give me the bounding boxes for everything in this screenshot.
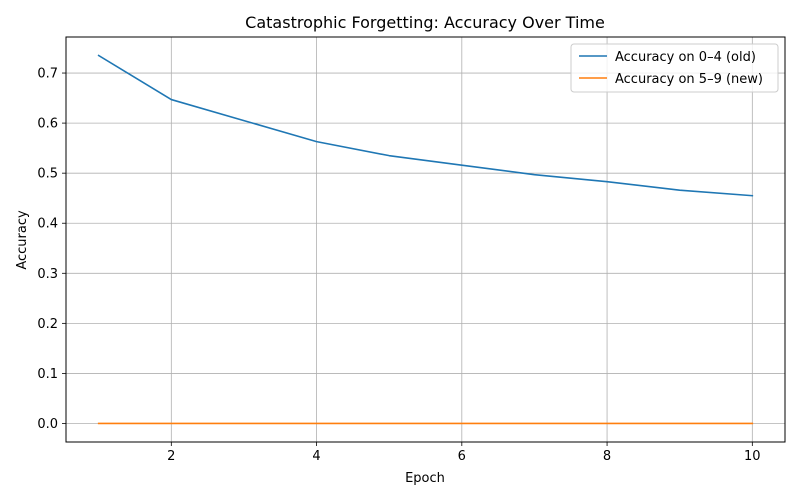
x-tick-label: 10 bbox=[744, 449, 761, 464]
y-tick-label: 0.6 bbox=[37, 117, 58, 132]
y-tick-label: 0.0 bbox=[37, 417, 58, 432]
y-tick-label: 0.1 bbox=[37, 367, 58, 382]
chart-title: Catastrophic Forgetting: Accuracy Over T… bbox=[245, 13, 605, 32]
x-axis-ticks: 2 4 6 8 10 bbox=[167, 442, 761, 464]
x-axis-label: Epoch bbox=[405, 471, 445, 486]
y-tick-label: 0.7 bbox=[37, 67, 58, 82]
y-tick-label: 0.3 bbox=[37, 267, 58, 282]
x-tick-label: 2 bbox=[167, 449, 175, 464]
y-axis-ticks: 0.0 0.1 0.2 0.3 0.4 0.5 0.6 0.7 bbox=[37, 67, 66, 432]
y-tick-label: 0.2 bbox=[37, 317, 58, 332]
series-layer bbox=[97, 54, 754, 425]
grid bbox=[66, 37, 785, 442]
x-tick-label: 6 bbox=[458, 449, 466, 464]
legend-label-new: Accuracy on 5–9 (new) bbox=[615, 72, 763, 87]
legend: Accuracy on 0–4 (old) Accuracy on 5–9 (n… bbox=[570, 43, 779, 93]
x-tick-label: 8 bbox=[603, 449, 611, 464]
y-tick-label: 0.4 bbox=[37, 217, 58, 232]
legend-box bbox=[570, 43, 779, 93]
x-tick-label: 4 bbox=[312, 449, 320, 464]
y-tick-label: 0.5 bbox=[37, 167, 58, 182]
plot-frame bbox=[65, 36, 786, 443]
legend-label-old: Accuracy on 0–4 (old) bbox=[615, 50, 756, 65]
series-line-old bbox=[97, 54, 754, 197]
y-axis-label: Accuracy bbox=[15, 210, 30, 270]
